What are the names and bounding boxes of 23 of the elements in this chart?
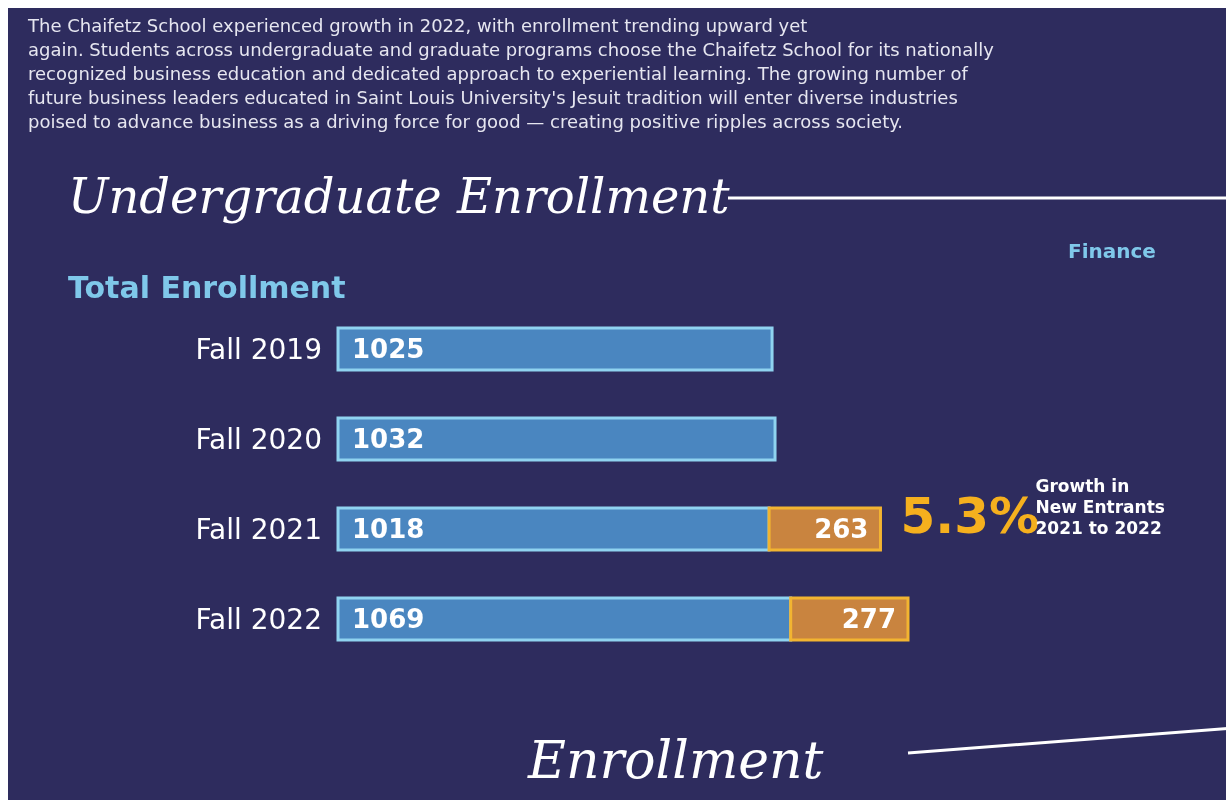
data-label: 1069: [352, 604, 425, 634]
y-tick-label: Fall 2021: [195, 513, 322, 546]
data-label: 277: [841, 604, 896, 634]
text: future business leaders educated in Saint Louis University's Jesuit tradition will enter diverse industries: [28, 87, 958, 108]
text: poised to advance business as a driving force for good — creating positive ripples across society.: [28, 111, 904, 132]
chart-subtitle: Total Enrollment: [68, 270, 346, 305]
text: again. Students across undergraduate and graduate programs choose the Chaifetz School for its nationally: [28, 39, 995, 60]
text: Enrollment: [527, 730, 824, 790]
bar: [336, 506, 771, 552]
y-tick-label: Fall 2022: [195, 603, 322, 636]
bar: [336, 416, 777, 462]
bar: [336, 326, 774, 372]
y-tick-label: Fall 2019: [195, 333, 322, 366]
data-label: 1018: [352, 514, 425, 544]
text: The Chaifetz School experienced growth in 2022, with enrollment trending upward yet: [27, 15, 808, 36]
text: recognized business education and dedicated approach to experiential learning. The growing number of: [28, 63, 969, 84]
chart-title: Undergraduate Enrollment: [68, 168, 731, 224]
data-label: 1025: [352, 334, 425, 364]
y-tick-label: Fall 2020: [195, 423, 322, 456]
text: Finance: [1068, 239, 1156, 263]
data-label: 263: [814, 514, 869, 544]
bar: [789, 596, 910, 642]
data-label: 1032: [352, 424, 425, 454]
